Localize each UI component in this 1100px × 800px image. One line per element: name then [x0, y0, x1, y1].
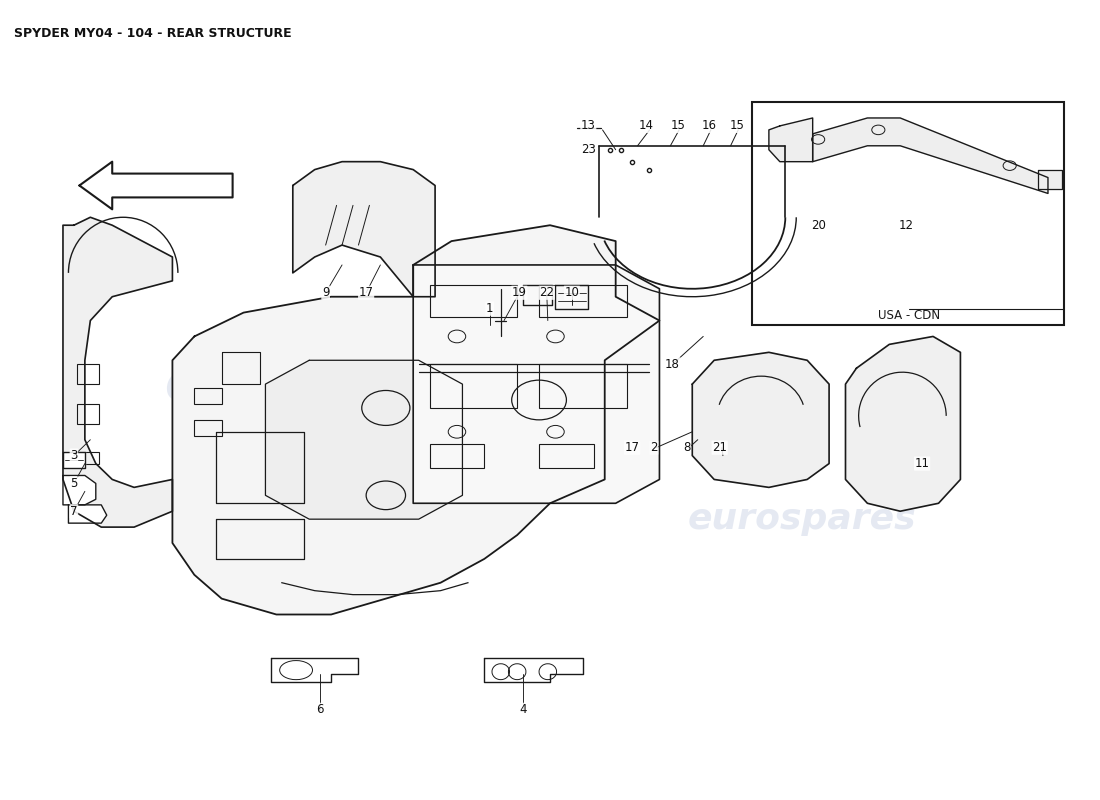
Bar	[430, 364, 517, 408]
Text: 20: 20	[811, 218, 826, 232]
Text: 15: 15	[729, 119, 745, 133]
Polygon shape	[769, 118, 813, 162]
Bar	[77, 452, 99, 463]
Polygon shape	[522, 285, 552, 305]
Text: 17: 17	[359, 286, 374, 299]
Text: 23: 23	[581, 143, 596, 156]
Text: 2: 2	[650, 441, 658, 454]
Text: 5: 5	[70, 477, 78, 490]
Bar	[430, 444, 484, 467]
Text: 3: 3	[70, 449, 78, 462]
Text: 14: 14	[639, 119, 653, 133]
Text: eurospares: eurospares	[164, 358, 498, 410]
Polygon shape	[63, 475, 96, 505]
Bar	[195, 420, 222, 436]
Polygon shape	[63, 218, 173, 527]
Text: USA - CDN: USA - CDN	[878, 309, 940, 322]
Text: 9: 9	[322, 286, 329, 299]
Bar	[539, 364, 627, 408]
Text: 12: 12	[899, 218, 913, 232]
Bar	[539, 444, 594, 467]
Text: 10: 10	[564, 286, 580, 299]
Text: 6: 6	[317, 703, 323, 716]
Polygon shape	[293, 162, 436, 297]
Polygon shape	[68, 505, 107, 523]
Polygon shape	[813, 118, 1048, 194]
Bar	[752, 102, 1065, 325]
Polygon shape	[846, 337, 960, 511]
Polygon shape	[414, 265, 659, 503]
Text: 21: 21	[712, 441, 727, 454]
Text: 1: 1	[486, 302, 494, 315]
Polygon shape	[484, 658, 583, 682]
Bar	[430, 285, 517, 317]
Bar	[195, 388, 222, 404]
Polygon shape	[63, 452, 85, 467]
Polygon shape	[556, 285, 588, 309]
Polygon shape	[79, 162, 232, 210]
Text: 11: 11	[914, 457, 929, 470]
Text: 18: 18	[666, 358, 680, 370]
Text: 7: 7	[70, 505, 78, 518]
Polygon shape	[271, 658, 359, 682]
Text: 8: 8	[683, 441, 691, 454]
Bar	[77, 404, 99, 424]
Text: 19: 19	[512, 286, 527, 299]
Polygon shape	[265, 360, 462, 519]
Text: 13: 13	[581, 119, 596, 133]
Bar	[77, 364, 99, 384]
Bar	[539, 285, 627, 317]
Text: 22: 22	[539, 286, 554, 299]
Text: 17: 17	[625, 441, 639, 454]
Text: SPYDER MY04 - 104 - REAR STRUCTURE: SPYDER MY04 - 104 - REAR STRUCTURE	[13, 26, 292, 40]
Polygon shape	[173, 226, 659, 614]
Polygon shape	[692, 352, 829, 487]
Text: 4: 4	[519, 703, 527, 716]
Text: 15: 15	[671, 119, 685, 133]
Text: eurospares: eurospares	[688, 502, 916, 536]
Text: 16: 16	[701, 119, 716, 133]
Polygon shape	[1038, 170, 1063, 190]
